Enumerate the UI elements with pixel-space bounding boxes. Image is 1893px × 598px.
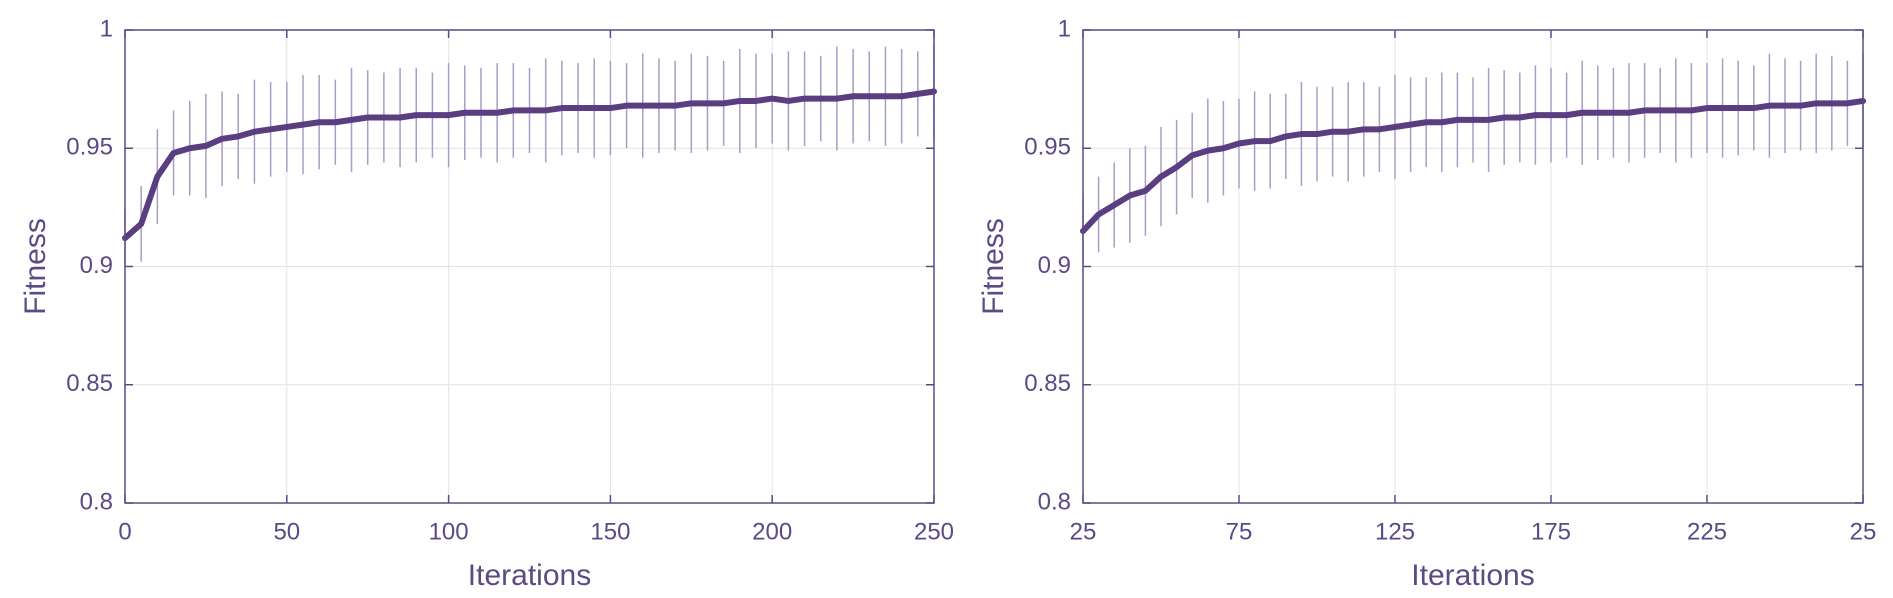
x-axis-label: Iterations: [1411, 559, 1534, 592]
y-axis-label: Fitness: [19, 218, 52, 315]
x-tick-label: 25: [1070, 518, 1097, 545]
mean-line: [1080, 97, 1866, 235]
x-tick-label: 250: [914, 518, 954, 545]
y-tick-label: 0.95: [66, 134, 113, 161]
y-tick-label: 0.85: [1024, 370, 1071, 397]
y-tick-label: 0.85: [66, 370, 113, 397]
x-tick-label: 0: [118, 518, 131, 545]
plot-frame: [124, 29, 935, 504]
y-tick-label: 1: [100, 15, 113, 42]
y-tick-label: 0.95: [1024, 134, 1071, 161]
x-tick-label: 25: [1850, 518, 1877, 545]
x-tick-label: 125: [1375, 518, 1415, 545]
x-tick-label: 200: [752, 518, 792, 545]
x-tick-label: 50: [273, 518, 300, 545]
x-tick-label: 225: [1687, 518, 1727, 545]
y-tick-label: 0.9: [1038, 252, 1071, 279]
y-axis-label: Fitness: [977, 218, 1010, 315]
subplot: 0.8 0.85 0.9 0.95 1 0 50 100 150 200 250 Iterations…: [19, 15, 954, 592]
x-tick-label: 150: [590, 518, 630, 545]
x-axis-label: Iterations: [468, 559, 591, 592]
x-tick-label: 175: [1531, 518, 1571, 545]
x-tick-label: 100: [429, 518, 469, 545]
y-tick-label: 1: [1058, 15, 1071, 42]
mean-line: [122, 88, 937, 242]
y-tick-label: 0.9: [80, 252, 113, 279]
y-tick-label: 0.8: [1038, 488, 1071, 515]
x-tick-label: 75: [1226, 518, 1253, 545]
y-tick-label: 0.8: [80, 488, 113, 515]
plot-frame: [1082, 29, 1864, 504]
